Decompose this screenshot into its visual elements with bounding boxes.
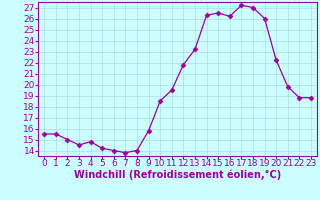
- X-axis label: Windchill (Refroidissement éolien,°C): Windchill (Refroidissement éolien,°C): [74, 170, 281, 180]
